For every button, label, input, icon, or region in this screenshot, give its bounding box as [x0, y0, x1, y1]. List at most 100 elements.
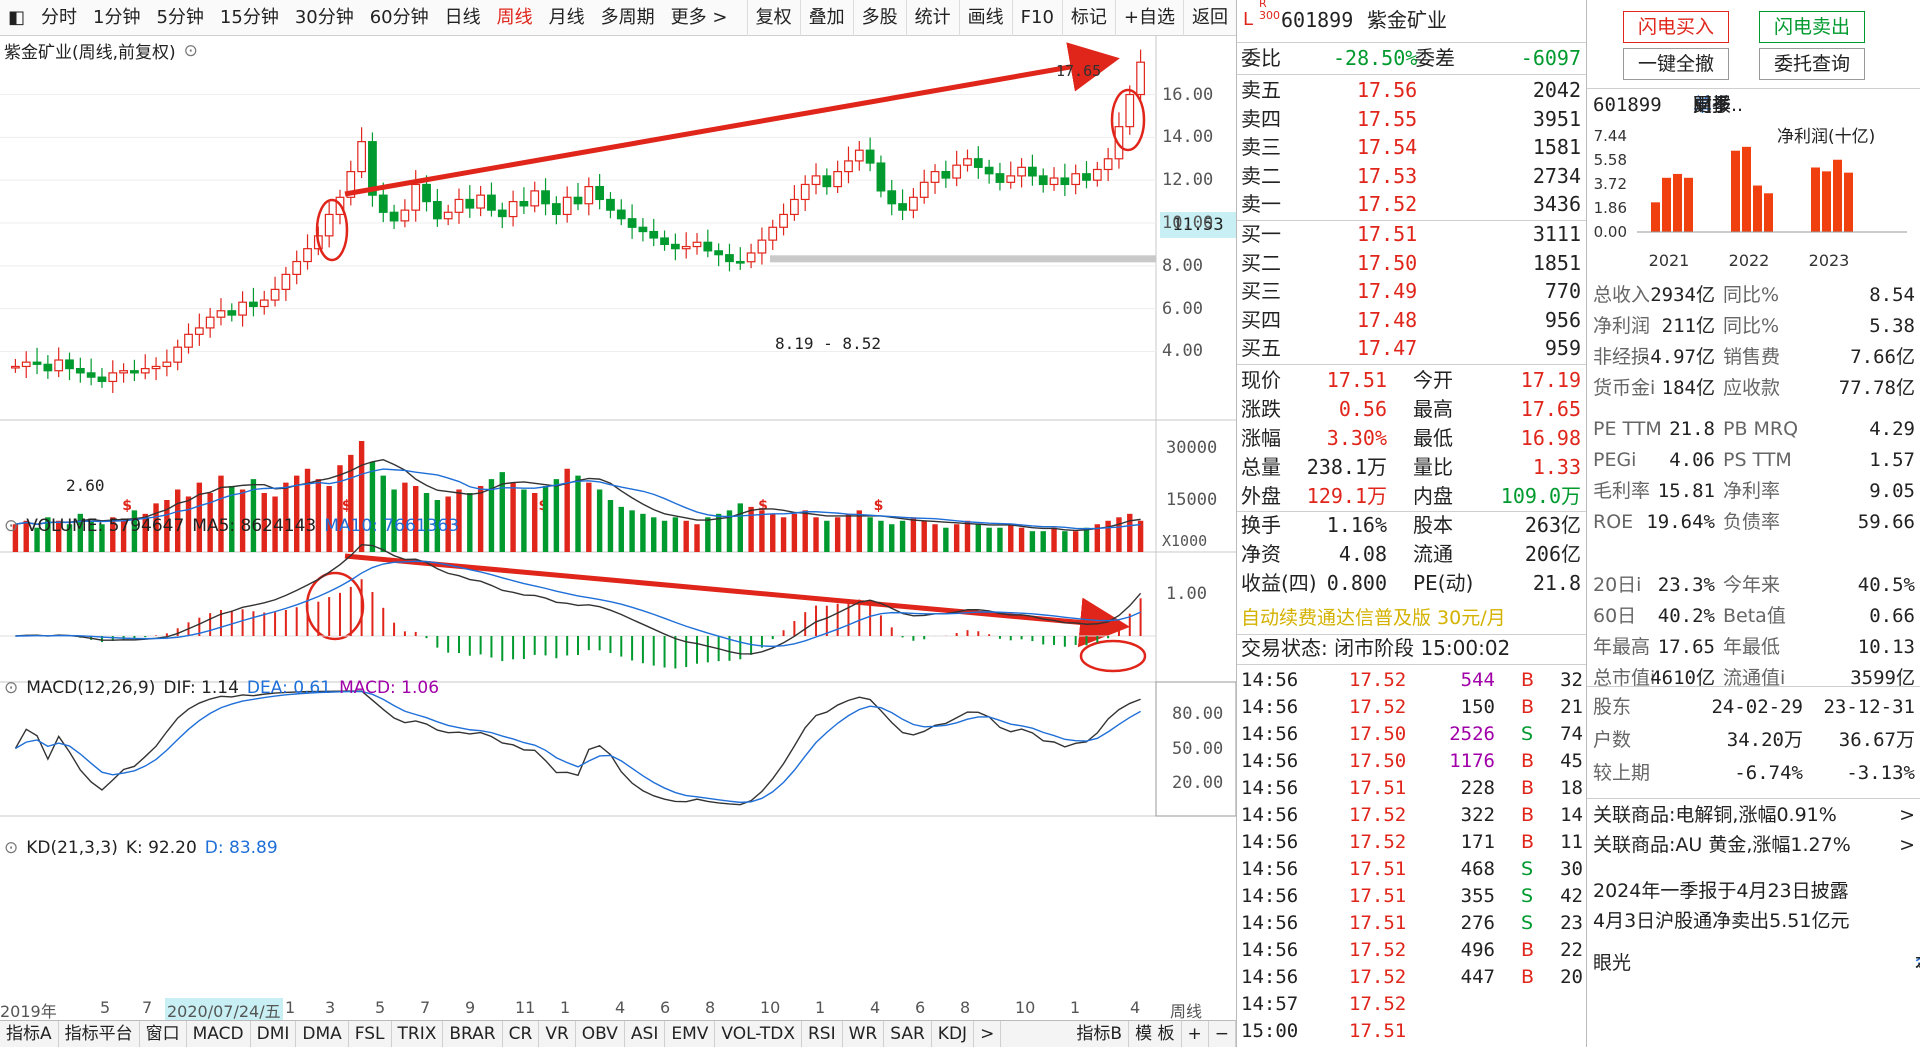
- related-text[interactable]: 关联商品:AU 黄金,涨幅1.27%: [1593, 834, 1851, 856]
- candle: [1038, 168, 1048, 193]
- related-item[interactable]: 关联商品:AU 黄金,涨幅1.27% >: [1593, 830, 1915, 860]
- toolbar-button-1[interactable]: 叠加: [799, 0, 853, 36]
- indicator-tab-17[interactable]: SAR: [884, 1021, 932, 1047]
- related-item[interactable]: 关联商品:电解铜,涨幅0.91% >: [1593, 800, 1915, 830]
- indicator-tab-10[interactable]: VR: [539, 1021, 576, 1047]
- indicator-tab-21[interactable]: 模 板: [1129, 1021, 1182, 1047]
- indicator-tab-20[interactable]: 指标B: [1070, 1021, 1130, 1047]
- indicator-tab-12[interactable]: ASI: [625, 1021, 666, 1047]
- fund-tab-3[interactable]: 更多..: [1693, 94, 1744, 116]
- period-tab-3[interactable]: 15分钟: [219, 6, 279, 28]
- price-tick: 12.00: [1162, 170, 1214, 191]
- indicator-tab-4[interactable]: DMI: [251, 1021, 297, 1047]
- news-text[interactable]: 2024年一季报于4月23日披露: [1593, 880, 1849, 902]
- order-query-button[interactable]: 委托查询: [1759, 48, 1865, 80]
- fund-tab-2[interactable]: 财报: [1693, 94, 1732, 116]
- toolbar-button-2[interactable]: 多股: [852, 0, 906, 36]
- toolbar-button-6[interactable]: 标记: [1061, 0, 1115, 36]
- footer-tab-1[interactable]: 本周: [1915, 948, 1920, 978]
- candle: [1103, 147, 1113, 182]
- indicator-tab-2[interactable]: 窗口: [140, 1021, 187, 1047]
- period-tab-5[interactable]: 60分钟: [369, 6, 429, 28]
- candle: [86, 358, 96, 386]
- period-tab-9[interactable]: 多周期: [600, 6, 655, 28]
- period-tab-2[interactable]: 5分钟: [156, 6, 204, 28]
- indicator-tab-5[interactable]: DMA: [296, 1021, 349, 1047]
- stat-row: 总量 238.1万 量比 1.33: [1237, 453, 1587, 481]
- toolbar-button-7[interactable]: +自选: [1114, 0, 1183, 36]
- indicator-tab-22[interactable]: +: [1182, 1021, 1209, 1047]
- news-item[interactable]: 4月3日沪股通净卖出5.51亿元: [1593, 906, 1915, 936]
- panel-toggle-icon[interactable]: ◧: [8, 6, 26, 28]
- candle: [681, 232, 691, 259]
- ask-volume: 3951: [1532, 106, 1581, 131]
- indicator-tab-23[interactable]: −: [1209, 1021, 1236, 1047]
- period-tab-6[interactable]: 日线: [444, 6, 481, 28]
- indicator-tab-14[interactable]: VOL-TDX: [715, 1021, 802, 1047]
- toolbar-button-5[interactable]: F10: [1011, 0, 1062, 36]
- settings-icon[interactable]: ⊙: [183, 40, 198, 61]
- collapse-icon[interactable]: ⊙: [4, 678, 19, 698]
- indicator-tab-11[interactable]: OBV: [576, 1021, 625, 1047]
- footer-tab-0[interactable]: 今日: [1915, 948, 1920, 978]
- candle: [346, 160, 356, 206]
- period-tab-4[interactable]: 30分钟: [294, 6, 354, 28]
- news-item[interactable]: 2024年一季报于4月23日披露: [1593, 876, 1915, 906]
- stat-label: 最低: [1413, 426, 1453, 450]
- collapse-icon[interactable]: ⊙: [4, 838, 19, 858]
- price-tick: 10.00: [1162, 213, 1214, 233]
- news-text[interactable]: 4月3日沪股通净卖出5.51亿元: [1593, 910, 1850, 932]
- indicator-tab-16[interactable]: WR: [843, 1021, 885, 1047]
- period-tab-0[interactable]: 分时: [41, 6, 78, 28]
- period-tab-1[interactable]: 1分钟: [93, 6, 141, 28]
- footer-tab-3[interactable]: 本年: [1915, 948, 1920, 978]
- weibi-row: 委比 -28.50% 委差 -6097: [1237, 44, 1587, 72]
- chevron-right-icon[interactable]: >: [1899, 834, 1915, 856]
- indicator-tab-18[interactable]: KDJ: [932, 1021, 975, 1047]
- candle: [270, 276, 280, 307]
- candle: [1136, 49, 1145, 101]
- chevron-right-icon[interactable]: >: [1899, 804, 1915, 826]
- period-tab-7[interactable]: 周线: [496, 6, 533, 28]
- indicator-tab-15[interactable]: RSI: [802, 1021, 843, 1047]
- indicator-tab-1[interactable]: 指标平台: [59, 1021, 140, 1047]
- fund-value: 7.66亿: [1850, 346, 1915, 368]
- candle: [725, 243, 734, 272]
- toolbar-button-4[interactable]: 画线: [958, 0, 1012, 36]
- bid-row: 买一 17.51 3111: [1237, 220, 1587, 248]
- toolbar-button-0[interactable]: 复权: [746, 0, 800, 36]
- tick-count: 22: [1560, 939, 1583, 961]
- indicator-tab-19[interactable]: >: [974, 1021, 1002, 1047]
- indicator-tab-13[interactable]: EMV: [665, 1021, 716, 1047]
- fund-label: 20日i: [1593, 574, 1642, 596]
- ad-banner[interactable]: 自动续费通达信普及版 30元/月: [1237, 604, 1587, 632]
- collapse-icon[interactable]: ⊙: [4, 516, 19, 536]
- toolbar-button-3[interactable]: 统计: [905, 0, 959, 36]
- indicator-tab-0[interactable]: 指标A: [0, 1021, 59, 1047]
- indicator-tab-8[interactable]: BRAR: [443, 1021, 503, 1047]
- buy-signal-mark: $: [122, 498, 132, 514]
- cancel-all-button[interactable]: 一键全撤: [1623, 48, 1729, 80]
- fund-tab-1[interactable]: 同季: [1693, 94, 1732, 116]
- ask-row: 卖二 17.53 2734: [1237, 162, 1587, 190]
- related-text[interactable]: 关联商品:电解铜,涨幅0.91%: [1593, 804, 1837, 826]
- time-tick: 2019年: [0, 1002, 57, 1021]
- indicator-tab-3[interactable]: MACD: [187, 1021, 251, 1047]
- flash-sell-button[interactable]: 闪电卖出: [1759, 11, 1865, 43]
- indicator-tab-6[interactable]: FSL: [349, 1021, 392, 1047]
- indicator-tab-9[interactable]: CR: [503, 1021, 540, 1047]
- period-tab-8[interactable]: 月线: [548, 6, 585, 28]
- toolbar-button-8[interactable]: 返回: [1183, 0, 1236, 36]
- ad-text[interactable]: 自动续费通达信普及版 30元/月: [1241, 607, 1506, 629]
- tick-side: S: [1521, 885, 1534, 907]
- footer-tab-2[interactable]: 本月: [1915, 948, 1920, 978]
- indicator-tab-7[interactable]: TRIX: [392, 1021, 444, 1047]
- flash-buy-button[interactable]: 闪电买入: [1623, 11, 1729, 43]
- chart-area[interactable]: $$$$$ 紫金矿业(周线,前复权) ⊙ 11.53 17.65 2.60 8.…: [0, 36, 1236, 1012]
- period-tab-10[interactable]: 更多 >: [670, 6, 728, 28]
- fund-tab-0[interactable]: 单季: [1693, 94, 1732, 116]
- fund-label: 流通值i: [1723, 667, 1786, 689]
- tick-side: B: [1521, 777, 1535, 799]
- fund-tabs: 601899 单季 同季 财报 更多..: [1593, 90, 1915, 120]
- tick-row: 14:56 17.50 1176 B 45: [1237, 747, 1587, 775]
